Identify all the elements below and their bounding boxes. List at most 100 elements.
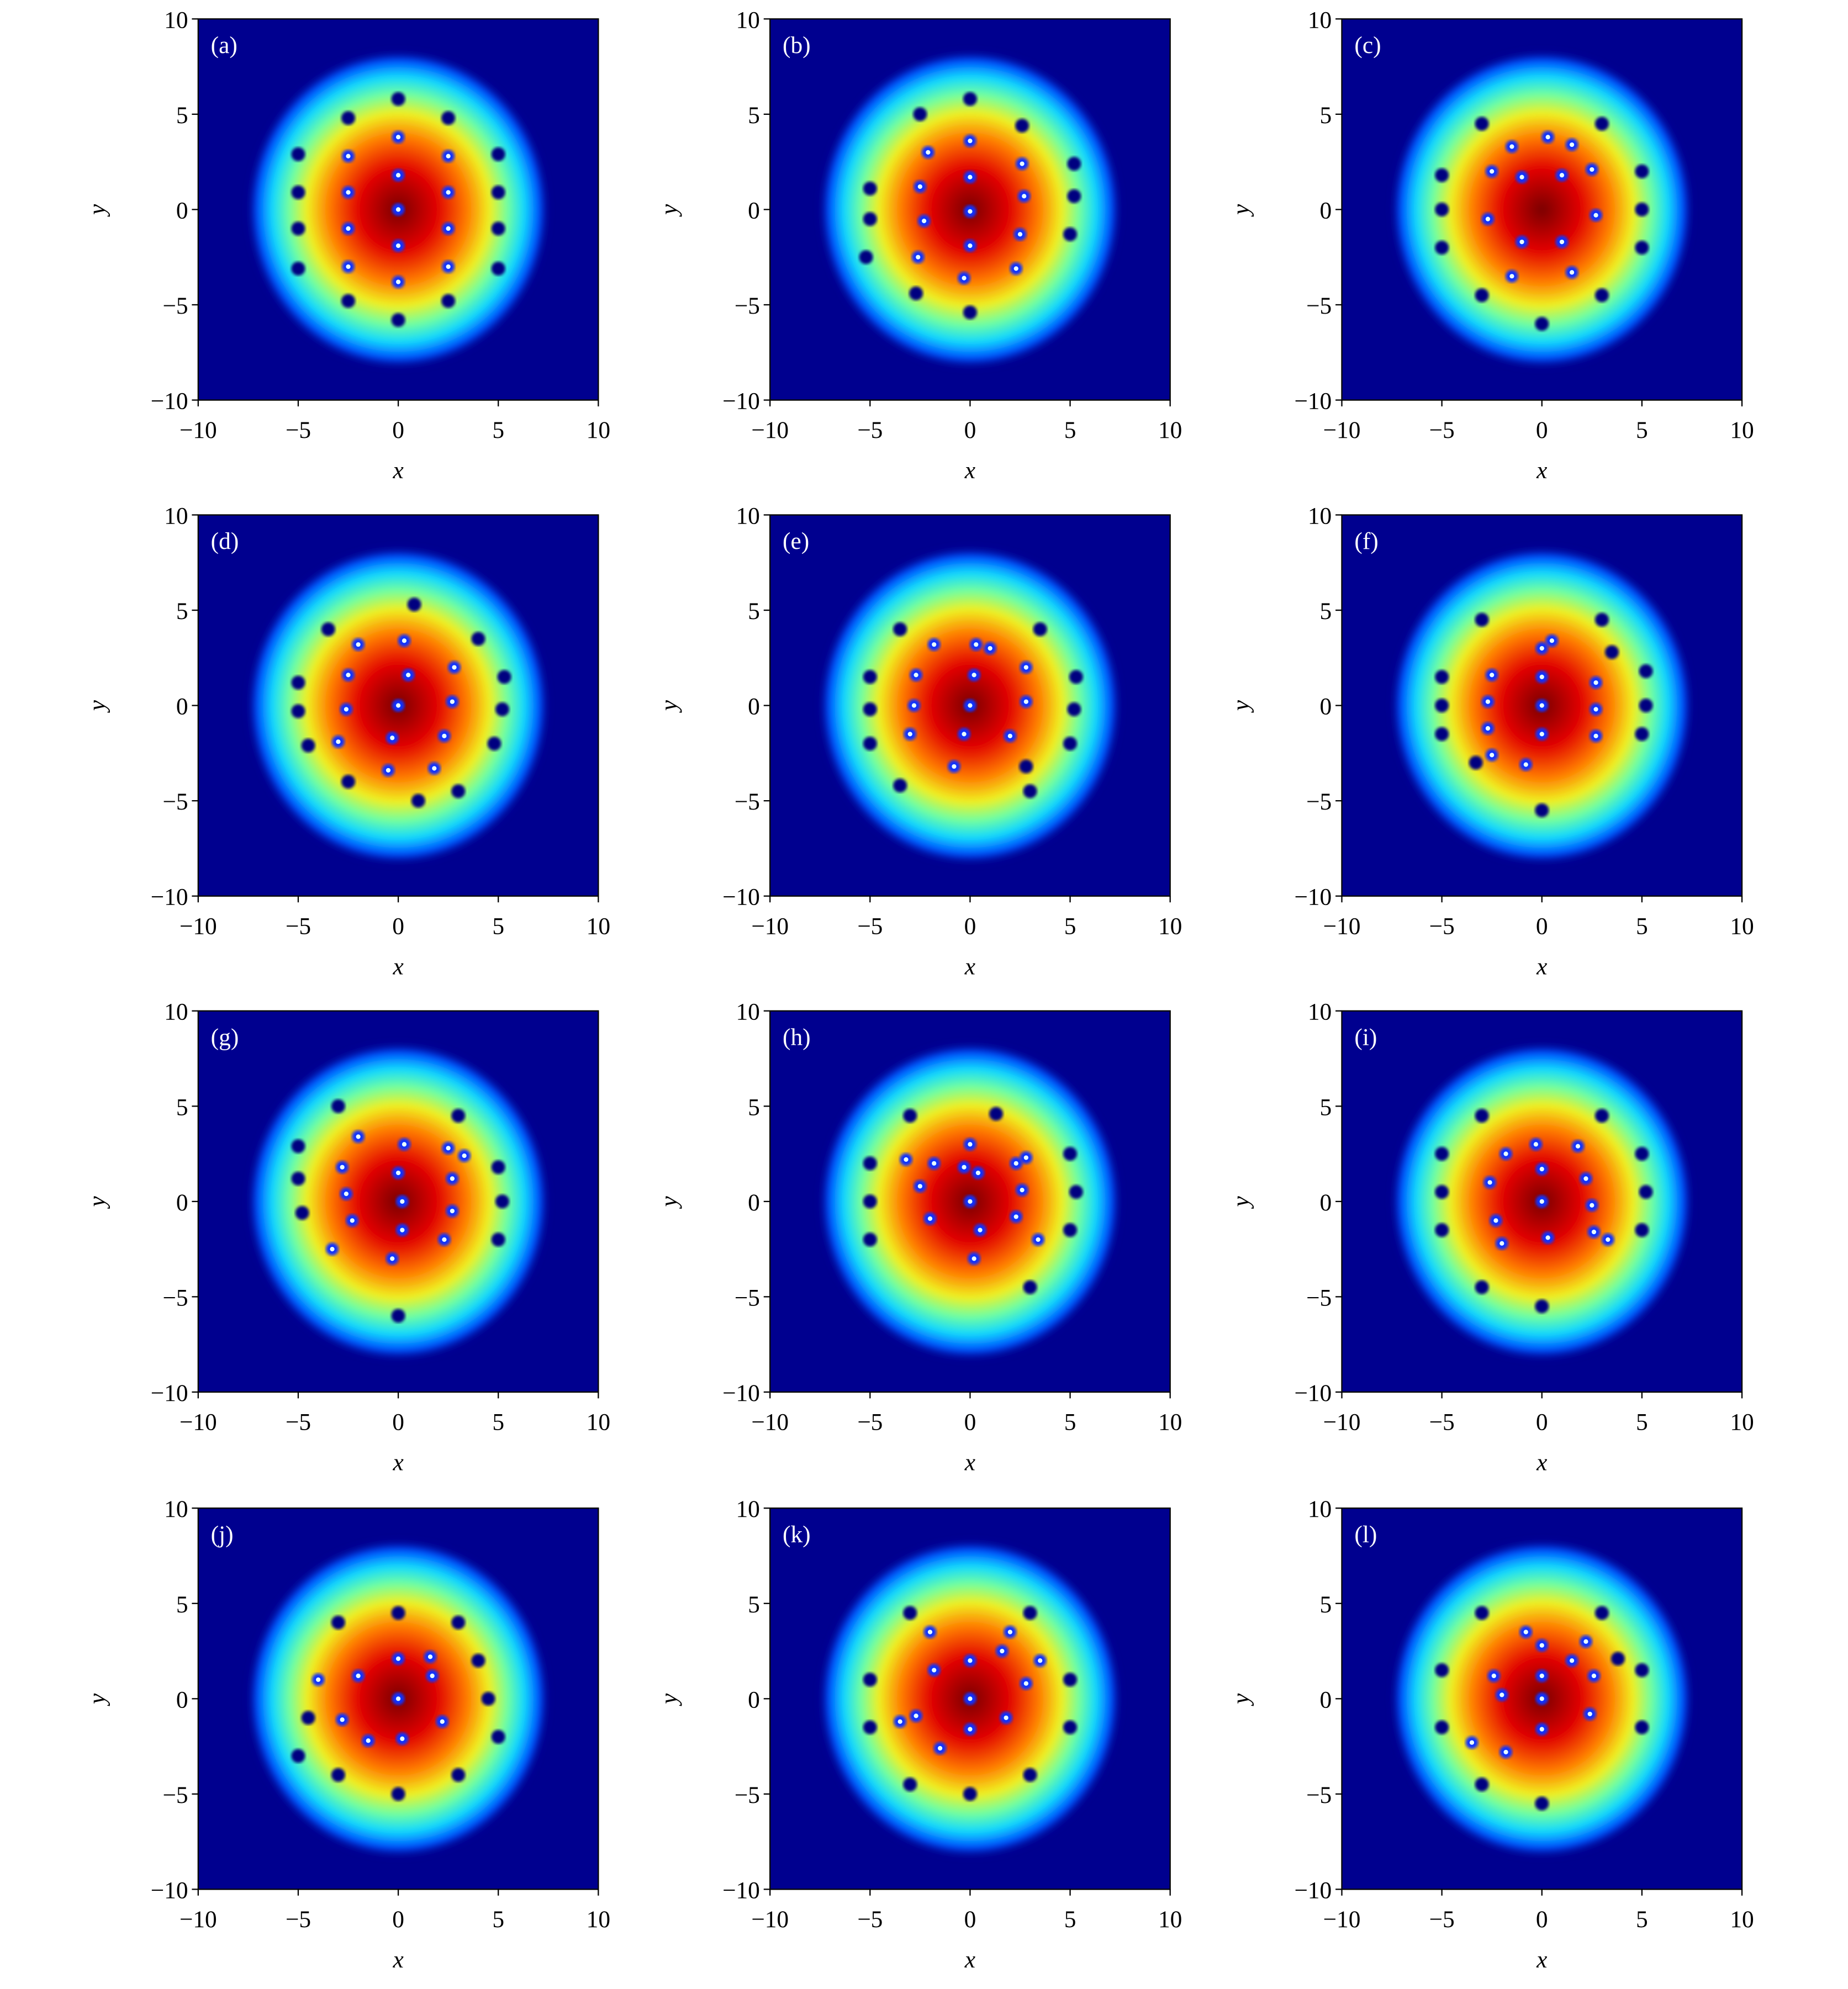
x-tick-label: −5 [857, 1409, 883, 1436]
vortex-core [1593, 213, 1598, 218]
x-axis-label: x [1536, 457, 1547, 484]
vortex [471, 1653, 485, 1668]
vortex-core [1038, 1658, 1043, 1663]
vortex [1635, 727, 1649, 741]
x-axis-label: x [392, 1450, 403, 1476]
vortex-core [356, 642, 361, 647]
vortex [451, 784, 466, 798]
x-tick-label: −10 [179, 1409, 217, 1436]
vortex-core [390, 1256, 395, 1261]
vortex-core [1539, 1727, 1544, 1732]
y-tick-label: 10 [164, 7, 188, 33]
y-tick-label: 10 [1308, 7, 1332, 33]
vortex [1063, 1146, 1078, 1161]
x-tick-label: 0 [964, 913, 976, 939]
x-tick-label: 10 [1730, 1906, 1754, 1933]
vortex-core [917, 184, 922, 189]
vortex [1639, 664, 1653, 679]
vortex-core [968, 703, 973, 708]
vortex-core [1487, 1180, 1492, 1185]
vortex [1475, 1108, 1489, 1123]
vortex [1063, 737, 1078, 751]
y-tick-label: 5 [176, 1094, 188, 1120]
vortex [1063, 1720, 1078, 1734]
x-tick-label: 10 [587, 1906, 610, 1933]
vortex-core [978, 1228, 983, 1232]
vortex-core [975, 1170, 981, 1176]
x-tick-label: 10 [1730, 1409, 1754, 1436]
vortex [1023, 784, 1037, 798]
vortex-core [1007, 733, 1012, 738]
vortex-core [1490, 673, 1495, 678]
x-tick-label: −10 [751, 417, 789, 443]
x-tick-label: −5 [286, 1409, 311, 1436]
x-tick-label: −10 [1323, 417, 1361, 443]
vortex-core [952, 764, 957, 769]
vortex-core [1503, 1749, 1508, 1755]
y-tick-label: −5 [735, 1284, 760, 1311]
y-tick-label: 0 [1320, 197, 1332, 224]
vortex-core [897, 1719, 902, 1724]
panel-label: (d) [211, 528, 239, 554]
vortex-core [1509, 144, 1514, 149]
plot-area [198, 1508, 599, 1890]
vortex-core [1485, 699, 1491, 704]
x-axis-label: x [392, 953, 403, 980]
vortex [1435, 699, 1449, 713]
y-tick-label: 5 [1320, 1591, 1332, 1618]
vortex-core [395, 1656, 401, 1661]
plot-area [770, 515, 1170, 896]
vortex [1475, 1778, 1489, 1792]
vortex-core [968, 1142, 973, 1147]
vortex-core [1493, 1218, 1498, 1223]
vortex [1594, 1108, 1609, 1123]
vortex [1063, 1673, 1078, 1687]
vortex-core [1023, 699, 1028, 704]
vortex [1015, 118, 1029, 133]
vortex [471, 632, 485, 646]
y-tick-label: 0 [748, 1686, 760, 1713]
vortex-core [446, 190, 451, 195]
y-axis-label: y [84, 700, 110, 713]
y-tick-label: 0 [1320, 694, 1332, 720]
vortex [491, 1729, 505, 1744]
panel: −10 −5 0 5 10 −10 −5 0 5 10 (f) x y [1227, 503, 1754, 980]
vortex [1067, 157, 1081, 171]
vortex-core [914, 673, 918, 678]
vortex-core [395, 173, 401, 178]
vortex [1635, 202, 1649, 216]
vortex [863, 212, 877, 226]
vortex [451, 1768, 466, 1782]
y-axis-label: y [656, 700, 682, 713]
vortex [341, 294, 356, 308]
vortex [1063, 227, 1078, 241]
x-axis-label: x [1536, 1946, 1547, 1973]
vortex [1639, 699, 1653, 713]
vortex-core [346, 154, 351, 158]
vortex-core [446, 154, 451, 158]
x-tick-label: −5 [1429, 417, 1455, 443]
panel: −10 −5 0 5 10 −10 −5 0 5 10 (g) x y [84, 999, 610, 1476]
vortex [441, 294, 456, 308]
vortex [913, 107, 927, 121]
panel: −10 −5 0 5 10 −10 −5 0 5 10 (l) x y [1227, 1496, 1754, 1973]
y-tick-label: 10 [1308, 1496, 1332, 1522]
vortex [909, 286, 923, 300]
vortex-core [340, 1717, 345, 1722]
x-tick-label: −10 [751, 1409, 789, 1436]
vortex [863, 670, 877, 684]
y-tick-label: −10 [722, 1380, 760, 1406]
y-tick-label: 10 [1308, 999, 1332, 1025]
vortex-core [968, 174, 973, 179]
vortex [1535, 803, 1549, 817]
x-tick-label: −10 [1323, 1906, 1361, 1933]
vortex [863, 1194, 877, 1209]
vortex [391, 92, 405, 106]
y-axis-label: y [1227, 204, 1254, 217]
vortex-core [1509, 274, 1514, 279]
vortex [495, 702, 510, 717]
vortex [1635, 1223, 1649, 1237]
y-tick-label: −5 [1306, 293, 1332, 319]
y-tick-label: −5 [162, 1284, 188, 1311]
x-tick-label: 5 [1636, 913, 1648, 939]
